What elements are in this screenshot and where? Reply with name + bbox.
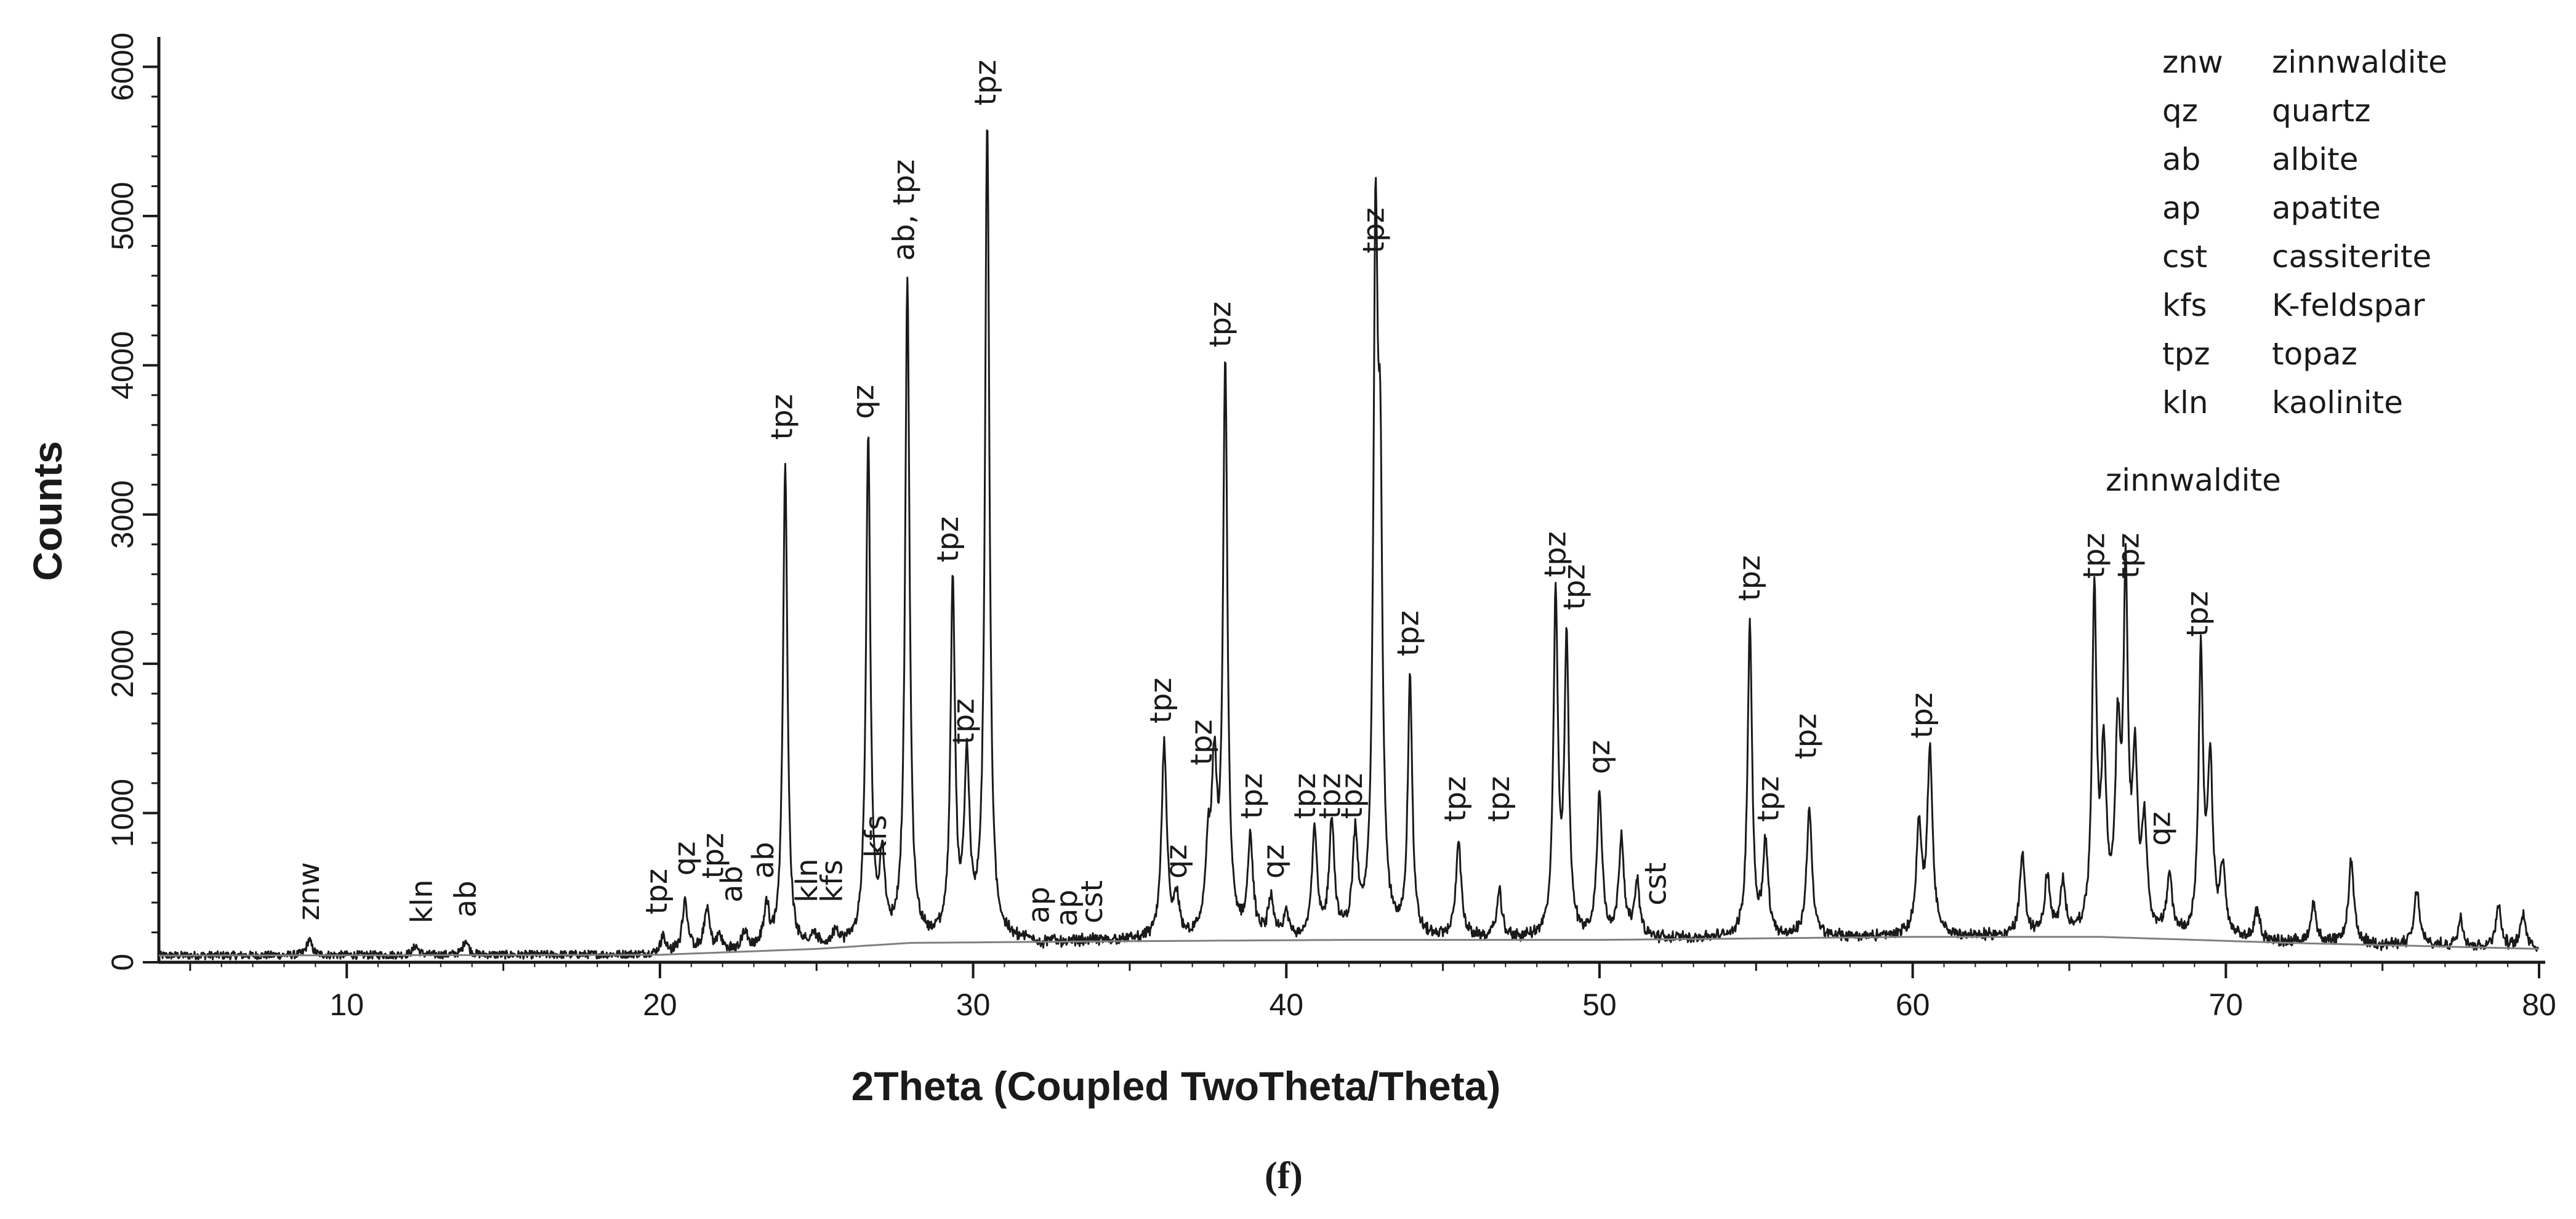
peak-label: znw bbox=[292, 862, 326, 920]
y-axis-title: Counts bbox=[25, 441, 70, 581]
legend-name: quartz bbox=[2272, 93, 2370, 129]
zinnwaldite-annotation: zinnwaldite bbox=[2106, 462, 2281, 498]
peak-label: cst bbox=[1639, 863, 1673, 906]
peak-label: kfs bbox=[815, 859, 850, 903]
peak-label: tpz bbox=[1557, 564, 1592, 610]
peak-label: ab bbox=[449, 880, 483, 917]
legend-abbr: cst bbox=[2162, 239, 2207, 275]
peak-label: ab, tpz bbox=[887, 159, 922, 261]
peak-label: tpz bbox=[1733, 555, 1767, 601]
x-tick-label: 60 bbox=[1896, 988, 1930, 1022]
peak-label: tpz bbox=[1752, 776, 1786, 822]
y-tick-label: 1000 bbox=[105, 779, 140, 847]
x-tick-label: 30 bbox=[956, 988, 991, 1022]
peak-label: qz bbox=[847, 385, 881, 419]
legend-abbr: znw bbox=[2162, 44, 2223, 80]
peak-label: kfs bbox=[859, 815, 893, 858]
peak-label: tpz bbox=[1288, 773, 1322, 819]
legend-name: zinnwaldite bbox=[2272, 44, 2447, 80]
peak-label: qz bbox=[2143, 811, 2177, 846]
plot-area bbox=[158, 129, 2540, 960]
peak-label: ap bbox=[1021, 887, 1056, 923]
peak-label: tpz bbox=[1357, 207, 1391, 253]
peak-label: tpz bbox=[640, 869, 674, 914]
peak-label: tpz bbox=[931, 517, 965, 562]
x-axis-title: 2Theta (Coupled TwoTheta/Theta) bbox=[851, 1063, 1501, 1109]
panel-label: (f) bbox=[1265, 1155, 1303, 1197]
legend-name: cassiterite bbox=[2272, 239, 2431, 275]
peak-label: qz bbox=[1582, 740, 1617, 774]
peak-label: tpz bbox=[1905, 693, 1939, 738]
diffraction-pattern-line bbox=[158, 129, 2539, 960]
legend-abbr: kfs bbox=[2162, 288, 2207, 323]
peak-label: kln bbox=[790, 858, 824, 903]
legend-abbr: kln bbox=[2162, 385, 2208, 420]
x-tick-label: 70 bbox=[2209, 988, 2244, 1022]
peak-label: tpz bbox=[696, 833, 730, 879]
y-tick-label: 5000 bbox=[105, 182, 140, 250]
peak-label: qz bbox=[668, 842, 702, 876]
peak-label: kln bbox=[405, 879, 439, 923]
peak-label: tpz bbox=[1438, 776, 1473, 822]
legend-name: topaz bbox=[2272, 336, 2357, 372]
legend: znw zinnwaldite qz quartz ab albite ap apatite c… bbox=[2162, 44, 2447, 420]
legend-name: albite bbox=[2272, 142, 2359, 177]
x-tick-label: 50 bbox=[1582, 988, 1617, 1022]
y-tick-label: 0 bbox=[105, 954, 140, 971]
peak-label: qz bbox=[1257, 845, 1291, 879]
peak-label: tpz bbox=[1789, 714, 1824, 759]
peak-label: ap bbox=[1050, 890, 1084, 927]
background-curve bbox=[159, 936, 2540, 957]
peak-label: tpz bbox=[1391, 611, 1426, 656]
x-tick-label: 40 bbox=[1269, 988, 1303, 1022]
peak-label: ab bbox=[715, 866, 749, 903]
peak-label: tpz bbox=[1144, 678, 1178, 723]
peak-label: tpz bbox=[1203, 302, 1238, 347]
peak-label: tpz bbox=[946, 699, 981, 744]
peak-label: tpz bbox=[2077, 533, 2112, 578]
y-tick-label: 4000 bbox=[105, 331, 140, 400]
peak-label: tpz bbox=[968, 60, 1003, 105]
legend-abbr: tpz bbox=[2162, 336, 2210, 372]
peak-label: tpz bbox=[1539, 531, 1573, 577]
x-tick-label: 20 bbox=[643, 988, 677, 1022]
peak-label: tpz bbox=[2181, 591, 2215, 637]
peak-label: tpz bbox=[1313, 773, 1347, 819]
peak-label: tpz bbox=[1185, 720, 1219, 765]
peak-label: tpz bbox=[1482, 776, 1516, 822]
peak-label: qz bbox=[1159, 845, 1194, 879]
peak-label: cst bbox=[1075, 880, 1109, 923]
legend-name: kaolinite bbox=[2272, 385, 2403, 420]
peak-label: tpz bbox=[2112, 533, 2146, 578]
legend-name: K-feldspar bbox=[2272, 288, 2425, 323]
legend-abbr: qz bbox=[2162, 93, 2198, 129]
y-tick-label: 3000 bbox=[105, 480, 140, 549]
legend-abbr: ab bbox=[2162, 142, 2200, 177]
legend-abbr: ap bbox=[2162, 190, 2200, 226]
axes: 0 1000 2000 3000 4000 5000 6000 10 20 30 40 50 60 70 8… bbox=[105, 33, 2556, 1022]
x-tick-label: 10 bbox=[329, 988, 364, 1022]
y-tick-label: 6000 bbox=[105, 33, 140, 101]
y-tick-label: 2000 bbox=[105, 630, 140, 698]
x-tick-label: 80 bbox=[2522, 988, 2556, 1022]
legend-name: apatite bbox=[2272, 190, 2381, 226]
peak-label: tpz bbox=[1234, 773, 1269, 819]
peak-label: tpz bbox=[1335, 773, 1369, 819]
peak-label: tpz bbox=[765, 394, 799, 440]
peak-label: ab bbox=[746, 842, 781, 879]
